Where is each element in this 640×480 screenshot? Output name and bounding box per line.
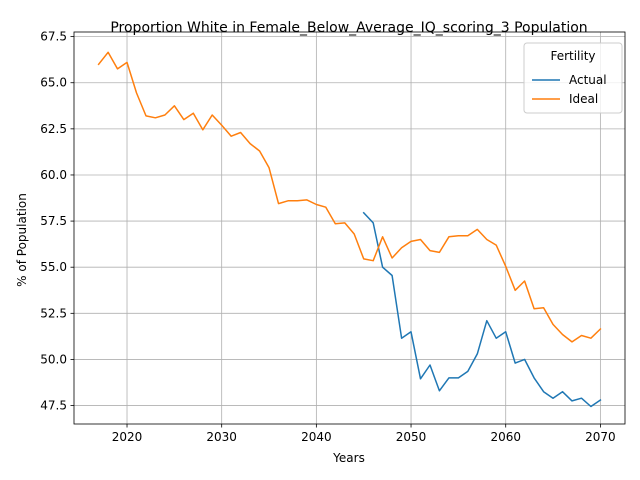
- y-axis-label: % of Population: [15, 193, 29, 287]
- chart-title: Proportion White in Female_Below_Average…: [110, 20, 587, 36]
- legend-box: [523, 42, 623, 114]
- y-tick-label: 60.0: [40, 168, 67, 182]
- grid: [74, 32, 625, 424]
- y-tick-label: 50.0: [40, 352, 67, 366]
- x-tick-label: 2030: [206, 430, 237, 444]
- x-axis-ticks: 2020 2030 2040 2050 2060 2070: [112, 424, 616, 444]
- y-axis-ticks: 47.5 50.0 52.5 55.0 57.5 60.0 62.5 65.0 67.5: [40, 30, 74, 413]
- legend-title: Fertility: [550, 49, 595, 63]
- y-tick-label: 52.5: [40, 306, 67, 320]
- y-tick-label: 55.0: [40, 260, 67, 274]
- x-tick-label: 2060: [490, 430, 521, 444]
- x-tick-label: 2040: [301, 430, 332, 444]
- y-tick-label: 67.5: [40, 30, 67, 44]
- legend-label-ideal: Ideal: [569, 92, 598, 106]
- x-tick-label: 2020: [112, 430, 143, 444]
- legend-label-actual: Actual: [569, 73, 607, 87]
- series-line-ideal: [97, 51, 602, 343]
- x-tick-label: 2070: [585, 430, 616, 444]
- y-tick-label: 65.0: [40, 76, 67, 90]
- series-lines: [97, 51, 602, 408]
- legend: Fertility Actual Ideal: [523, 42, 623, 114]
- y-tick-label: 62.5: [40, 122, 67, 136]
- x-tick-label: 2050: [396, 430, 427, 444]
- y-tick-label: 57.5: [40, 214, 67, 228]
- plot-frame: [73, 31, 626, 425]
- series-line-actual: [362, 211, 602, 408]
- y-tick-label: 47.5: [40, 399, 67, 413]
- x-axis-label: Years: [332, 451, 365, 465]
